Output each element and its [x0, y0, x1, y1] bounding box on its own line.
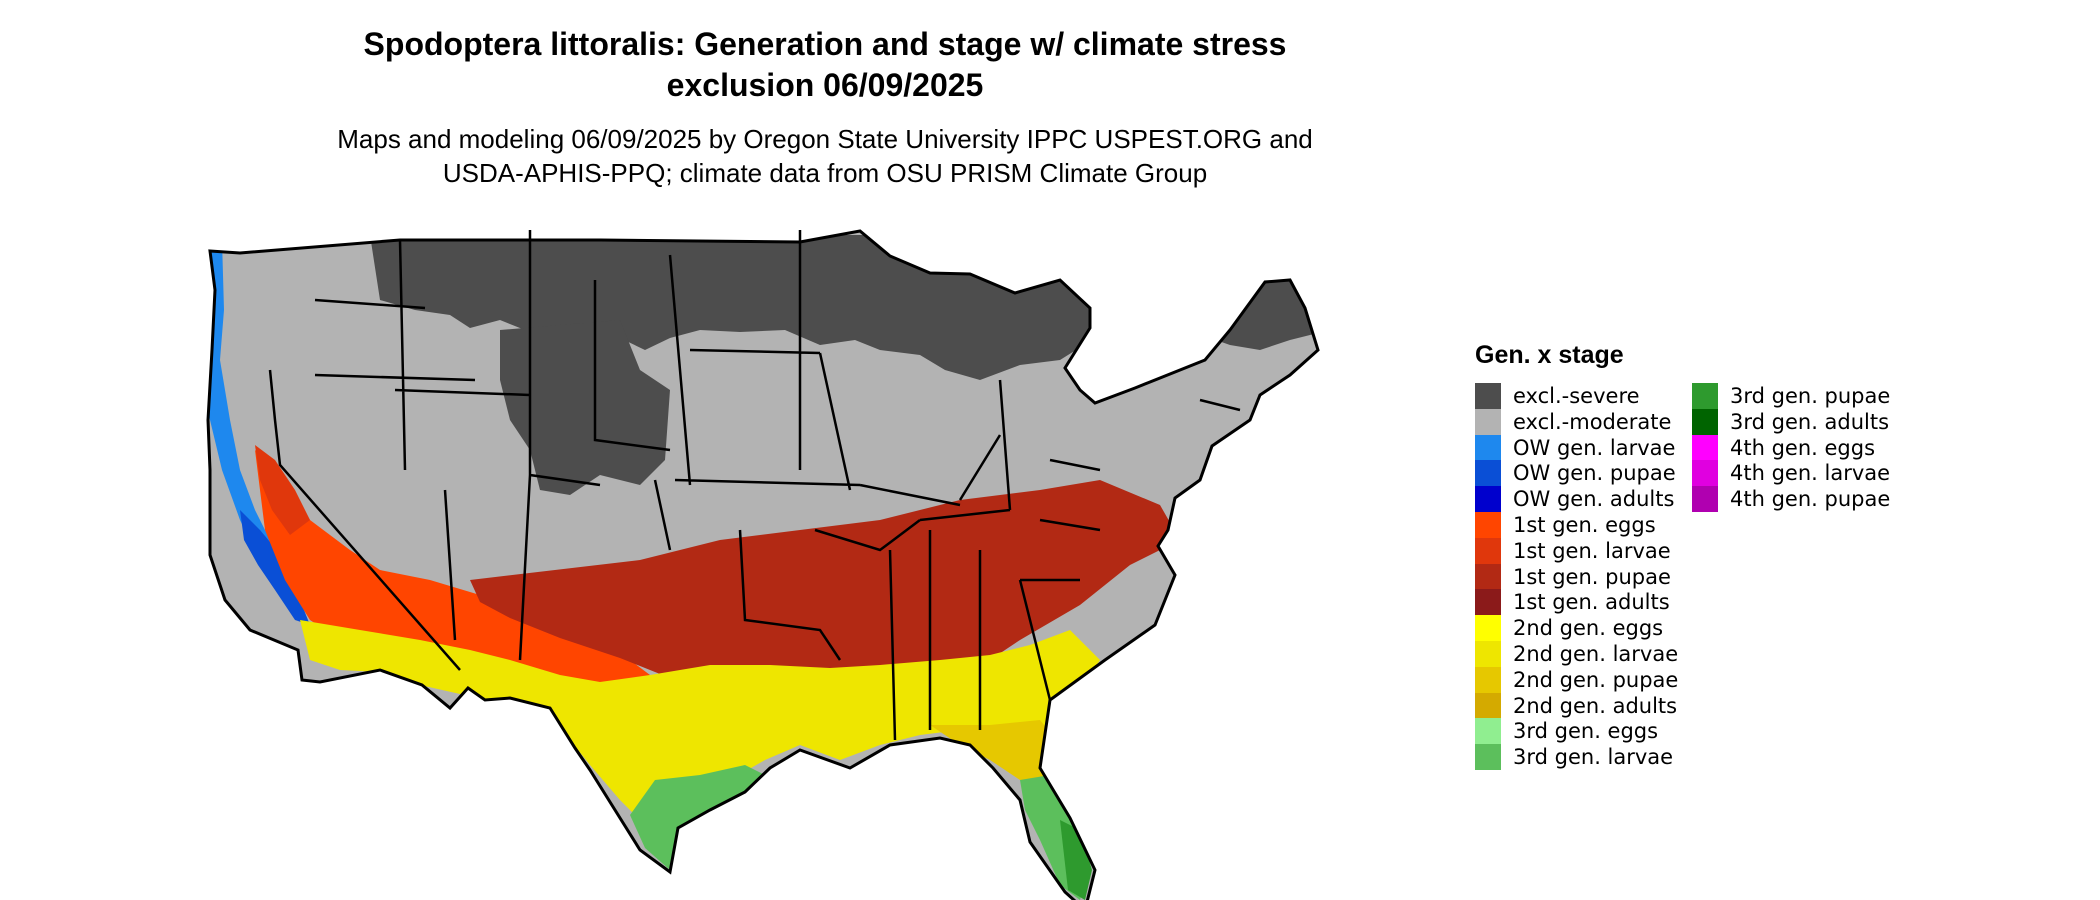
excl-severe-region-north	[370, 235, 1100, 380]
legend-swatch	[1692, 460, 1718, 487]
map-title-line-2: exclusion 06/09/2025	[666, 67, 984, 103]
second-gen-pupae-gulf	[930, 720, 1060, 780]
legend-label: 1st gen. adults	[1513, 590, 1670, 615]
state-borders	[206, 229, 1320, 900]
legend-swatch	[1692, 434, 1718, 461]
legend-swatch	[1475, 692, 1501, 719]
ow-gen-pupae-coast	[240, 510, 310, 625]
map-fill-layer	[208, 231, 1318, 900]
legend-label: OW gen. adults	[1513, 487, 1675, 512]
map-title: Spodoptera littoralis: Generation and st…	[210, 24, 1440, 106]
legend-swatch	[1475, 460, 1501, 487]
legend-label: 1st gen. pupae	[1513, 564, 1671, 589]
map-subtitle: Maps and modeling 06/09/2025 by Oregon S…	[210, 122, 1440, 190]
legend-label: 3rd gen. eggs	[1513, 719, 1659, 744]
second-gen-larvae-south	[300, 620, 1100, 820]
legend-label: 2nd gen. larvae	[1513, 642, 1679, 666]
legend-label: OW gen. larvae	[1513, 435, 1676, 460]
legend-swatch	[1692, 408, 1718, 435]
first-gen-eggs-southwest	[255, 450, 670, 710]
legend: Gen. x stage excl.-severe excl.-moderate O…	[1475, 340, 1955, 780]
legend-swatch	[1475, 615, 1501, 642]
legend-swatch	[1475, 744, 1501, 771]
legend-label: 3rd gen. adults	[1730, 409, 1890, 434]
legend-label: 2nd gen. adults	[1513, 693, 1678, 718]
legend-label: 2nd gen. pupae	[1513, 667, 1679, 692]
legend-swatch	[1475, 408, 1501, 435]
legend-swatch	[1475, 434, 1501, 461]
legend-title: Gen. x stage	[1475, 341, 1624, 369]
legend-swatch	[1475, 537, 1501, 564]
legend-label: OW gen. pupae	[1513, 461, 1676, 486]
legend-label: 2nd gen. eggs	[1513, 616, 1664, 641]
excl-severe-region-northeast	[1165, 235, 1318, 350]
legend-label: 3rd gen. pupae	[1730, 384, 1891, 408]
state-border-lines	[268, 230, 1241, 741]
legend-swatch	[1475, 666, 1501, 693]
legend-swatch	[1475, 486, 1501, 513]
map-subtitle-line-1: Maps and modeling 06/09/2025 by Oregon S…	[337, 124, 1313, 154]
legend-swatch	[1475, 718, 1501, 745]
legend-label: 4th gen. larvae	[1730, 461, 1891, 486]
map-title-line-1: Spodoptera littoralis: Generation and st…	[363, 26, 1287, 62]
legend-label: 1st gen. larvae	[1513, 538, 1671, 563]
map-subtitle-line-2: USDA-APHIS-PPQ; climate data from OSU PR…	[442, 158, 1208, 188]
legend-label: 4th gen. pupae	[1730, 487, 1891, 512]
first-gen-larvae-california	[255, 445, 310, 535]
legend-swatch	[1475, 563, 1501, 590]
legend-label: 3rd gen. larvae	[1513, 745, 1674, 770]
legend-label: excl.-moderate	[1513, 409, 1672, 434]
legend-label: 4th gen. eggs	[1730, 435, 1876, 460]
legend-swatch	[1475, 641, 1501, 667]
legend-swatch	[1475, 383, 1501, 409]
legend-swatch	[1692, 486, 1718, 513]
us-stage-map	[206, 229, 1320, 900]
legend-swatch	[1475, 589, 1501, 616]
ow-gen-larvae-coast	[208, 240, 280, 570]
first-gen-pupae-belt	[470, 480, 1180, 692]
legend-swatch	[1692, 383, 1718, 409]
third-gen-pupae-florida	[1060, 820, 1092, 900]
legend-label: 1st gen. eggs	[1513, 513, 1656, 537]
legend-swatch	[1475, 512, 1501, 538]
excl-severe-region-rockies	[500, 320, 670, 495]
legend-label: excl.-severe	[1513, 384, 1640, 408]
